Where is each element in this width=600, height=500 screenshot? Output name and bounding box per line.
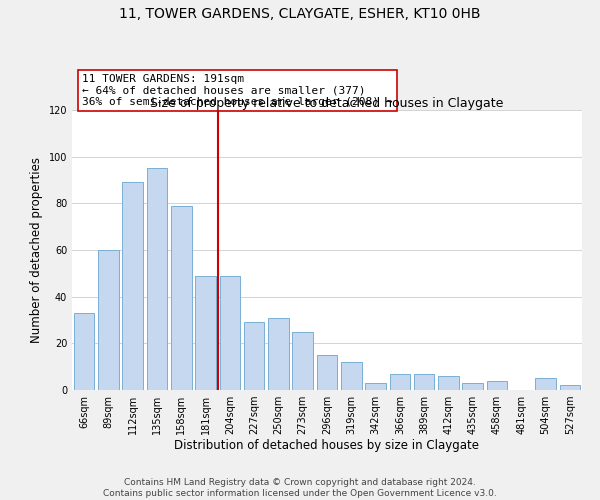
- Bar: [268, 318, 289, 390]
- Bar: [341, 362, 362, 390]
- Y-axis label: Number of detached properties: Number of detached properties: [30, 157, 43, 343]
- Text: 11, TOWER GARDENS, CLAYGATE, ESHER, KT10 0HB: 11, TOWER GARDENS, CLAYGATE, ESHER, KT10…: [119, 8, 481, 22]
- X-axis label: Distribution of detached houses by size in Claygate: Distribution of detached houses by size …: [175, 438, 479, 452]
- Bar: [220, 276, 240, 390]
- Text: Contains HM Land Registry data © Crown copyright and database right 2024.
Contai: Contains HM Land Registry data © Crown c…: [103, 478, 497, 498]
- Bar: [317, 355, 337, 390]
- Bar: [389, 374, 410, 390]
- Bar: [414, 374, 434, 390]
- Bar: [195, 276, 216, 390]
- Bar: [365, 383, 386, 390]
- Bar: [535, 378, 556, 390]
- Title: Size of property relative to detached houses in Claygate: Size of property relative to detached ho…: [151, 97, 503, 110]
- Bar: [438, 376, 459, 390]
- Bar: [98, 250, 119, 390]
- Bar: [122, 182, 143, 390]
- Text: 11 TOWER GARDENS: 191sqm
← 64% of detached houses are smaller (377)
36% of semi-: 11 TOWER GARDENS: 191sqm ← 64% of detach…: [82, 74, 392, 107]
- Bar: [292, 332, 313, 390]
- Bar: [171, 206, 191, 390]
- Bar: [244, 322, 265, 390]
- Bar: [146, 168, 167, 390]
- Bar: [560, 386, 580, 390]
- Bar: [487, 380, 508, 390]
- Bar: [463, 383, 483, 390]
- Bar: [74, 313, 94, 390]
